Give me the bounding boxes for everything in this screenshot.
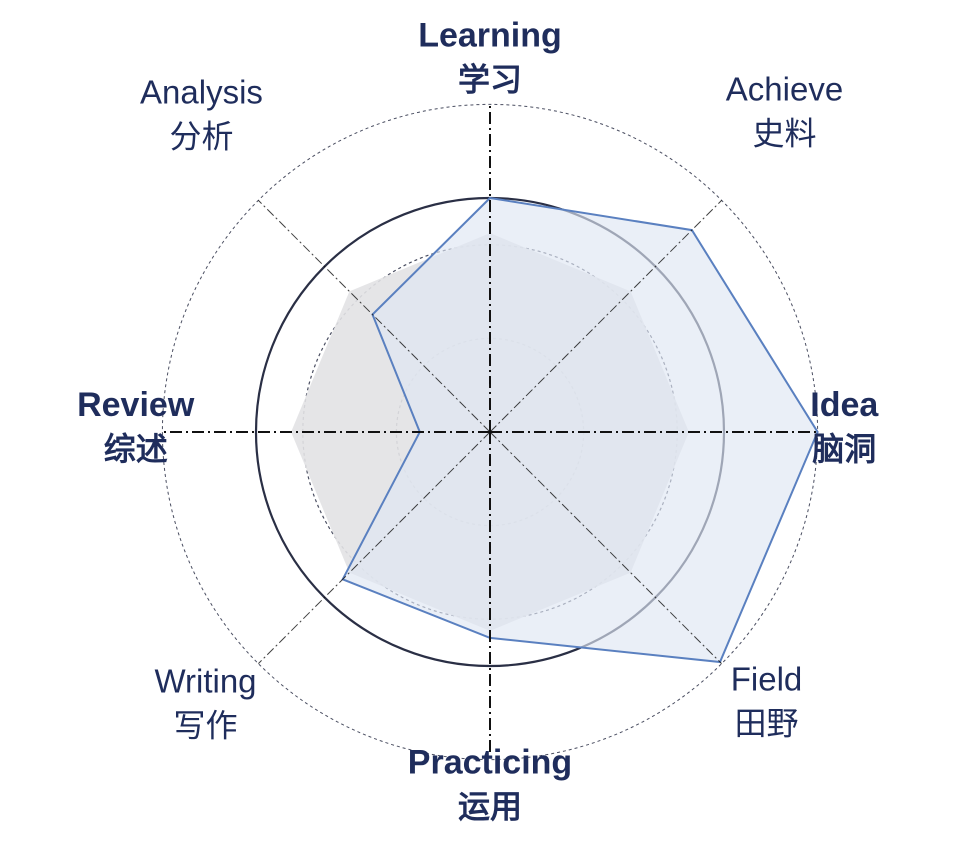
axis-label-zh-learning: 学习: [458, 62, 522, 98]
axis-group: [162, 104, 818, 760]
axis-label-zh-analysis: 分析: [169, 119, 233, 155]
label-group: Learning 学习 Achieve 史料 Idea 脑洞 Field 田野 Practici…: [77, 17, 879, 825]
axis-line-field: [489, 431, 722, 664]
series-group: [291, 196, 819, 664]
axis-label-zh-practicing: 运用: [458, 788, 522, 824]
axis-label-zh-achieve: 史料: [752, 116, 816, 152]
axis-line-writing: [258, 431, 491, 664]
axis-label-review: Review: [77, 386, 195, 424]
axis-label-zh-review: 综述: [104, 431, 168, 467]
axis-label-zh-field: 田野: [734, 706, 798, 742]
axis-label-achieve: Achieve: [726, 71, 843, 108]
axis-line-achieve: [489, 200, 722, 433]
axis-label-idea: Idea: [810, 386, 879, 424]
axis-label-field: Field: [731, 661, 803, 698]
axis-label-practicing: Practicing: [408, 743, 572, 781]
axis-label-writing: Writing: [154, 663, 256, 700]
axis-label-analysis: Analysis: [140, 74, 263, 111]
axis-label-zh-writing: 写作: [173, 708, 237, 744]
axis-line-analysis: [258, 200, 491, 433]
axis-label-learning: Learning: [418, 17, 562, 55]
axis-label-zh-idea: 脑洞: [812, 431, 876, 467]
